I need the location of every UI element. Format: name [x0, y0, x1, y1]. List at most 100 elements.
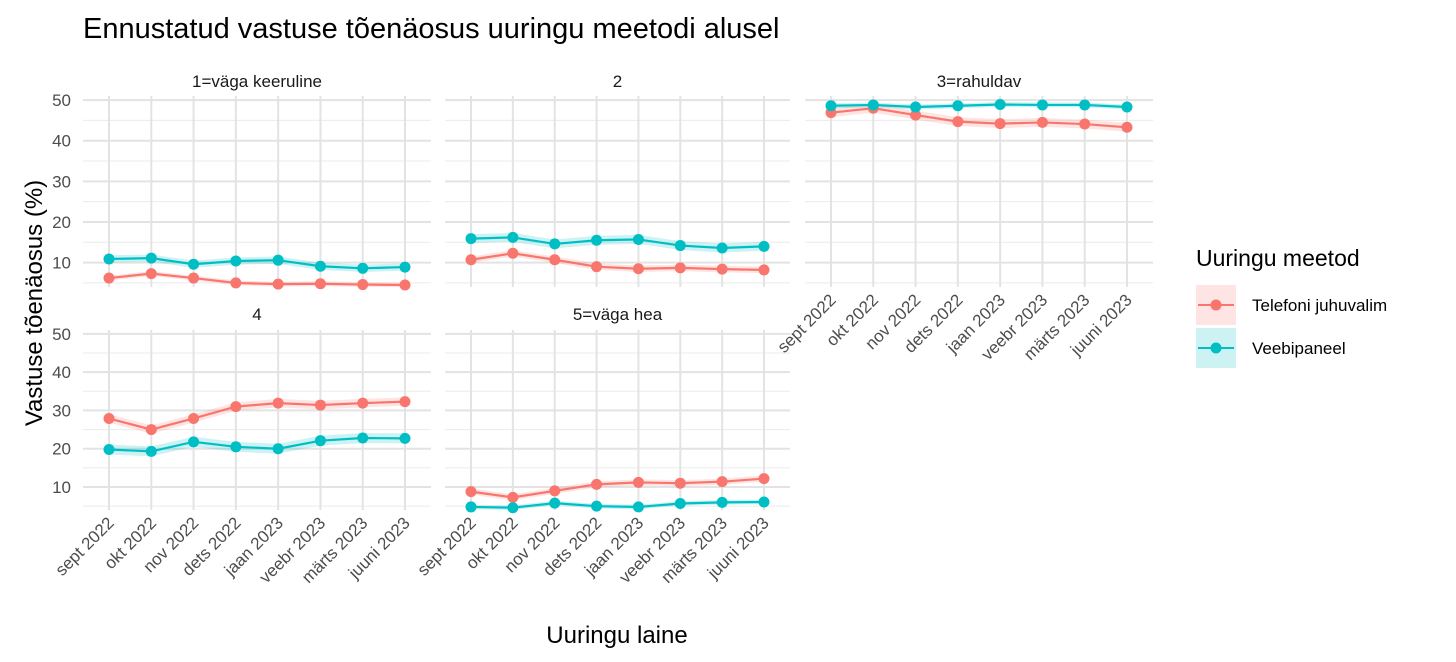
data-point-telefoni-juhuvalim [145, 424, 157, 436]
series-line-veebipaneel [470, 236, 765, 250]
data-point-telefoni-juhuvalim [994, 118, 1006, 130]
legend-title: Uuringu meetod [1196, 245, 1360, 271]
data-point-veebipaneel [230, 441, 242, 453]
data-point-veebipaneel [465, 233, 477, 245]
y-tick-label: 40 [52, 132, 71, 151]
data-point-veebipaneel [357, 262, 369, 274]
facet-strip-label: 3=rahuldav [937, 72, 1022, 91]
facet-panels: 1=väga keeruline 10 20 30 40 50 2 3=rahuldav sep… [52, 72, 1153, 587]
data-point-telefoni-juhuvalim [230, 277, 242, 289]
data-point-telefoni-juhuvalim [632, 476, 644, 488]
data-point-telefoni-juhuvalim [758, 473, 770, 485]
data-point-telefoni-juhuvalim [674, 477, 686, 489]
data-point-telefoni-juhuvalim [674, 262, 686, 274]
data-point-veebipaneel [549, 238, 561, 250]
facet-strip-label: 1=väga keeruline [192, 72, 322, 91]
y-tick-label: 50 [52, 325, 71, 344]
data-point-veebipaneel [272, 254, 284, 266]
data-point-telefoni-juhuvalim [399, 279, 411, 291]
data-point-veebipaneel [674, 497, 686, 509]
data-point-telefoni-juhuvalim [314, 399, 326, 411]
facet-panel-1: 1=väga keeruline 10 20 30 40 50 [52, 72, 431, 291]
data-point-veebipaneel [399, 432, 411, 444]
data-point-telefoni-juhuvalim [549, 485, 561, 497]
legend-key-telefoni [1196, 285, 1236, 325]
y-tick-label: 10 [52, 478, 71, 497]
data-point-telefoni-juhuvalim [591, 478, 603, 490]
legend: Uuringu meetod Telefoni juhuvalim Veebip… [1196, 245, 1387, 368]
data-point-veebipaneel [758, 496, 770, 508]
data-point-telefoni-juhuvalim [272, 397, 284, 409]
data-point-telefoni-juhuvalim [188, 272, 200, 284]
data-point-veebipaneel [465, 501, 477, 513]
facet-strip-label: 2 [613, 72, 622, 91]
data-point-telefoni-juhuvalim [1036, 116, 1048, 128]
series-line-veebipaneel [470, 500, 765, 509]
ci-band-veebipaneel [109, 433, 405, 457]
data-point-veebipaneel [716, 496, 728, 508]
data-point-veebipaneel [674, 240, 686, 252]
data-point-veebipaneel [632, 501, 644, 513]
data-point-veebipaneel [145, 445, 157, 457]
x-tick-label: sept 2022 [52, 513, 118, 579]
data-point-telefoni-juhuvalim [465, 254, 477, 266]
data-point-veebipaneel [632, 233, 644, 245]
data-point-telefoni-juhuvalim [188, 412, 200, 424]
ci-band-telefoni-juhuvalim [831, 103, 1127, 132]
data-point-veebipaneel [272, 443, 284, 455]
data-point-veebipaneel [357, 432, 369, 444]
data-point-telefoni-juhuvalim [103, 412, 115, 424]
data-point-veebipaneel [591, 500, 603, 512]
legend-key-telefoni-point [1210, 299, 1222, 311]
data-point-veebipaneel [1079, 99, 1091, 111]
data-point-veebipaneel [188, 436, 200, 448]
y-tick-label: 30 [52, 401, 71, 420]
y-tick-label: 50 [52, 91, 71, 110]
data-point-veebipaneel [716, 242, 728, 254]
series-line-telefoni-juhuvalim [108, 400, 406, 431]
data-point-telefoni-juhuvalim [357, 279, 369, 291]
data-point-telefoni-juhuvalim [1121, 121, 1133, 133]
y-tick-label: 10 [52, 254, 71, 273]
series-line-telefoni-juhuvalim [830, 107, 1128, 129]
data-point-telefoni-juhuvalim [716, 263, 728, 275]
series-line-veebipaneel [830, 103, 1128, 109]
data-point-veebipaneel [758, 240, 770, 252]
facet-strip-label: 4 [252, 305, 261, 324]
data-point-telefoni-juhuvalim [910, 109, 922, 121]
legend-key-veebipaneel-point [1210, 342, 1222, 354]
ci-band-veebipaneel [471, 232, 764, 253]
facet-panel-2: 2 [445, 72, 790, 287]
data-point-veebipaneel [314, 260, 326, 272]
data-point-veebipaneel [591, 234, 603, 246]
data-point-veebipaneel [994, 99, 1006, 111]
data-point-telefoni-juhuvalim [549, 254, 561, 266]
data-point-veebipaneel [1121, 101, 1133, 113]
legend-key-veebipaneel [1196, 328, 1236, 368]
data-point-veebipaneel [507, 231, 519, 243]
data-point-telefoni-juhuvalim [716, 476, 728, 488]
legend-label-veebipaneel: Veebipaneel [1252, 339, 1346, 358]
data-point-telefoni-juhuvalim [465, 486, 477, 498]
series-line-veebipaneel [108, 436, 406, 453]
data-point-telefoni-juhuvalim [145, 268, 157, 280]
data-point-telefoni-juhuvalim [272, 278, 284, 290]
data-point-veebipaneel [952, 100, 964, 112]
data-point-telefoni-juhuvalim [103, 272, 115, 284]
x-tick-label: sept 2022 [774, 290, 840, 356]
x-axis-title: Uuringu laine [546, 622, 687, 649]
data-point-veebipaneel [103, 443, 115, 455]
series-line-veebipaneel [108, 257, 406, 270]
data-point-veebipaneel [230, 255, 242, 267]
data-point-veebipaneel [507, 502, 519, 514]
data-point-telefoni-juhuvalim [507, 247, 519, 259]
data-point-veebipaneel [145, 252, 157, 264]
data-point-telefoni-juhuvalim [357, 397, 369, 409]
ci-band-telefoni-juhuvalim [109, 397, 405, 434]
legend-label-telefoni: Telefoni juhuvalim [1252, 296, 1387, 315]
data-point-telefoni-juhuvalim [591, 261, 603, 273]
data-point-veebipaneel [399, 261, 411, 273]
data-point-veebipaneel [549, 497, 561, 509]
